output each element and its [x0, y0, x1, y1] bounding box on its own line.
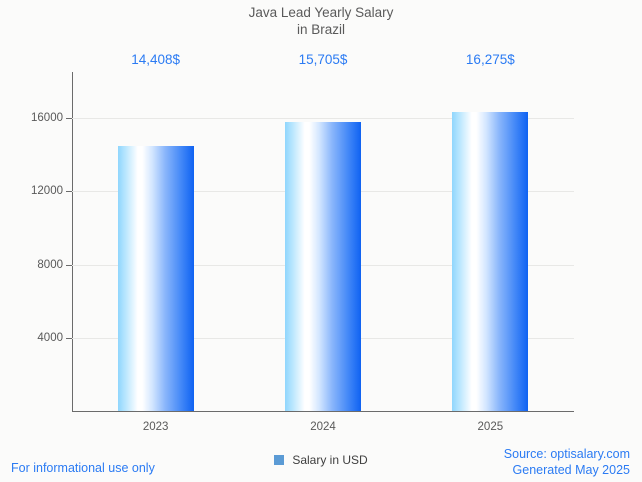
- x-tick-label-2023: 2023: [142, 421, 169, 433]
- plot-area: 4000 8000 12000 16000: [31, 72, 574, 412]
- chart-legend: Salary in USD: [0, 453, 642, 467]
- y-tick-label-16000: 16000: [31, 111, 63, 124]
- x-tick-label-2025: 2025: [477, 421, 504, 433]
- chart-title: Java Lead Yearly Salary in Brazil: [248, 5, 394, 37]
- gridline-16000: [72, 117, 574, 119]
- bar-2024[interactable]: [285, 122, 361, 411]
- bar-2025[interactable]: [452, 111, 529, 411]
- bar-2023[interactable]: [117, 145, 194, 411]
- y-tick-mark-16000: [66, 117, 72, 119]
- bar-value-label-2025: 16,275$: [465, 52, 515, 67]
- y-tick-label-12000: 12000: [31, 185, 63, 198]
- bar-value-label-2024: 15,705$: [298, 52, 348, 67]
- y-tick-mark-12000: [66, 191, 72, 193]
- x-axis-line: [72, 410, 574, 412]
- legend-label-salary-in-usd: Salary in USD: [292, 453, 368, 467]
- bar-value-label-2023: 14,408$: [131, 52, 181, 67]
- legend-swatch-salary-in-usd: [274, 455, 285, 465]
- y-tick-label-4000: 4000: [37, 332, 63, 345]
- footer-source: Source: optisalary.com Generated May 202…: [503, 447, 630, 477]
- footer-disclaimer: For informational use only: [11, 461, 155, 475]
- y-axis-line: [72, 72, 74, 412]
- y-tick-label-8000: 8000: [37, 258, 63, 271]
- x-tick-label-2024: 2024: [310, 421, 336, 433]
- y-tick-mark-8000: [66, 264, 72, 266]
- y-tick-mark-4000: [66, 338, 72, 340]
